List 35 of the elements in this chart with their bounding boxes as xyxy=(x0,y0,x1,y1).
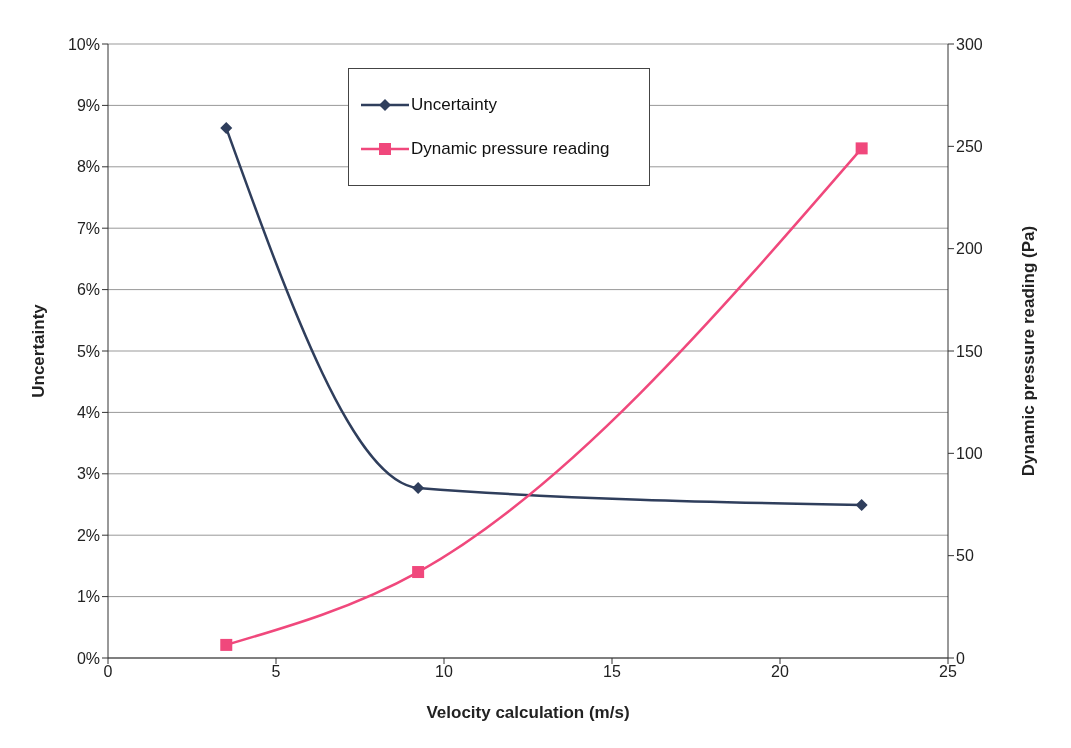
y-axis-title: Uncertainty xyxy=(29,303,49,398)
y2-tick-label: 100 xyxy=(956,445,983,463)
x-tick-label: 25 xyxy=(939,663,957,681)
legend-label: Uncertainty xyxy=(411,95,497,115)
x-tick-label: 20 xyxy=(771,663,789,681)
y-tick-label: 3% xyxy=(76,465,100,483)
point xyxy=(220,122,233,135)
y-tick-label: 8% xyxy=(76,158,100,176)
point xyxy=(855,499,868,512)
x-tick-label: 15 xyxy=(603,663,621,681)
x-tick-label: 5 xyxy=(271,663,281,681)
y2-axis-title: Dynamic pressure reading (Pa) xyxy=(1019,225,1039,477)
legend-label: Dynamic pressure reading xyxy=(411,139,610,159)
y-tick-label: 4% xyxy=(76,404,100,422)
y-tick-label: 0% xyxy=(76,649,100,667)
x-tick-label: 10 xyxy=(435,663,453,681)
y2-tick-label: 0 xyxy=(956,649,965,667)
y-tick-label: 5% xyxy=(76,342,100,360)
y-tick-label: 9% xyxy=(76,97,100,115)
y2-tick-label: 200 xyxy=(956,240,983,258)
y-tick-label: 6% xyxy=(76,281,100,299)
point xyxy=(412,566,425,579)
point xyxy=(855,142,868,155)
y-tick-label: 10% xyxy=(67,35,100,53)
y2-tick-label: 250 xyxy=(956,138,983,156)
y2-tick-label: 300 xyxy=(956,35,983,53)
y2-tick-label: 150 xyxy=(956,342,983,360)
x-tick-label: 0 xyxy=(103,663,113,681)
point xyxy=(220,638,233,651)
x-axis-title: Velocity calculation (m/s) xyxy=(426,703,630,722)
y-tick-label: 7% xyxy=(76,219,100,237)
y-tick-label: 1% xyxy=(76,588,100,606)
y2-tick-label: 50 xyxy=(956,547,974,565)
y-tick-label: 2% xyxy=(76,526,100,544)
point xyxy=(412,481,425,494)
